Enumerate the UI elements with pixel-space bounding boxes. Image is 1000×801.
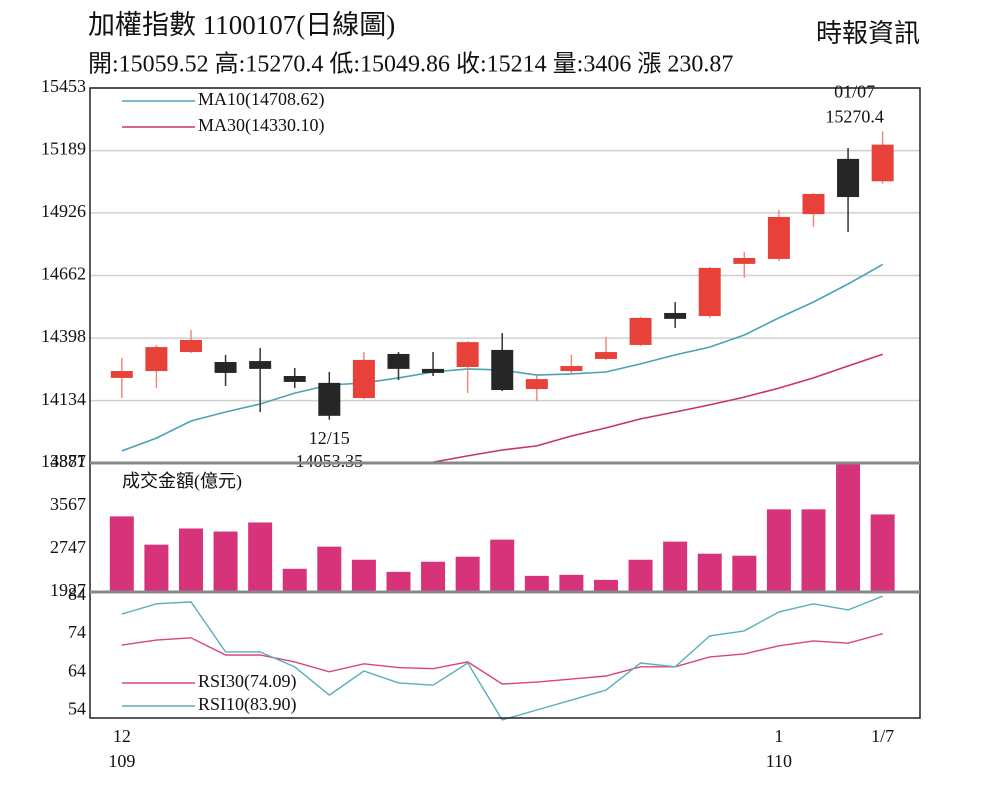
bar (351, 559, 376, 592)
bar (213, 531, 238, 592)
y-tick-label: 14134 (41, 389, 86, 409)
legend-label: RSI10(83.90) (198, 694, 297, 715)
bar (593, 579, 618, 592)
bar (317, 546, 342, 592)
y-tick-label: 15189 (41, 139, 86, 159)
candle-body (145, 347, 168, 372)
series-line (432, 353, 883, 463)
bar (697, 553, 722, 592)
bar (386, 571, 411, 592)
plot-frame (89, 87, 921, 719)
candle-body (871, 144, 894, 182)
candle-body (110, 371, 133, 378)
series-line (121, 633, 883, 685)
x-tick-label: 1 (774, 726, 783, 746)
y-tick-label: 84 (68, 584, 86, 604)
candle-body (249, 361, 272, 369)
y-tick-label: 14926 (41, 201, 86, 221)
legend-label: MA10(14708.62) (198, 89, 325, 110)
source: 時報資訊 (816, 19, 920, 48)
bar (421, 561, 446, 592)
candle-body (560, 366, 583, 372)
y-tick-label: 54 (68, 698, 86, 718)
summary: 開:15059.52 高:15270.4 低:15049.86 收:15214 … (88, 51, 733, 78)
y-tick-label: 2747 (50, 537, 86, 557)
bar (282, 568, 307, 592)
bar (178, 528, 203, 592)
y-tick-label: 14662 (41, 264, 86, 284)
candle-body (214, 362, 237, 373)
bar (248, 522, 273, 592)
y-tick-label: 4387 (50, 451, 86, 471)
series-line (121, 595, 883, 721)
x-tick-sublabel: 109 (108, 751, 135, 771)
candle-body (594, 352, 617, 359)
bar (870, 514, 895, 592)
bar (559, 574, 584, 592)
legend-label: MA30(14330.10) (198, 115, 325, 136)
candle-body (283, 376, 306, 382)
chart-title: 加權指數 1100107(日線圖) (88, 10, 395, 40)
annotation: 01/07 (834, 81, 875, 101)
candle-body (733, 257, 756, 264)
y-tick-label: 64 (68, 660, 86, 680)
candle-body (837, 158, 860, 198)
candle-body (698, 267, 721, 317)
panel-title: 成交金額(億元) (122, 471, 242, 492)
bar (663, 541, 688, 592)
annotation: 15270.4 (825, 106, 884, 126)
x-tick-label: 12 (113, 726, 131, 746)
candle-body (802, 193, 825, 215)
bar (524, 575, 549, 592)
candle-body (352, 359, 375, 399)
candle-body (318, 382, 341, 416)
y-tick-label: 14398 (41, 326, 86, 346)
bar (836, 462, 861, 592)
bar (732, 555, 757, 592)
candle-body (387, 353, 410, 369)
annotation: 12/15 (309, 428, 350, 448)
y-tick-label: 15453 (41, 76, 86, 96)
bar (766, 509, 791, 592)
candle-body (767, 216, 790, 259)
candle-body (629, 317, 652, 345)
x-tick-sublabel: 110 (766, 751, 792, 771)
y-tick-label: 13871 (41, 451, 86, 471)
bar (490, 539, 515, 592)
candle-body (491, 349, 514, 390)
bar (628, 559, 653, 592)
x-tick-label: 1/7 (871, 726, 894, 746)
bar (144, 544, 169, 592)
bar (801, 509, 826, 592)
y-tick-label: 1927 (50, 580, 86, 600)
y-tick-label: 74 (68, 622, 86, 642)
candle-body (179, 339, 202, 353)
annotation: 14053.35 (296, 451, 364, 471)
candle-body (422, 368, 445, 373)
candle-body (525, 379, 548, 390)
candle-body (456, 342, 479, 367)
bar (455, 556, 480, 592)
candle-body (664, 312, 687, 319)
legend-label: RSI30(74.09) (198, 671, 297, 692)
y-tick-label: 3567 (50, 494, 86, 514)
bar (109, 516, 134, 592)
